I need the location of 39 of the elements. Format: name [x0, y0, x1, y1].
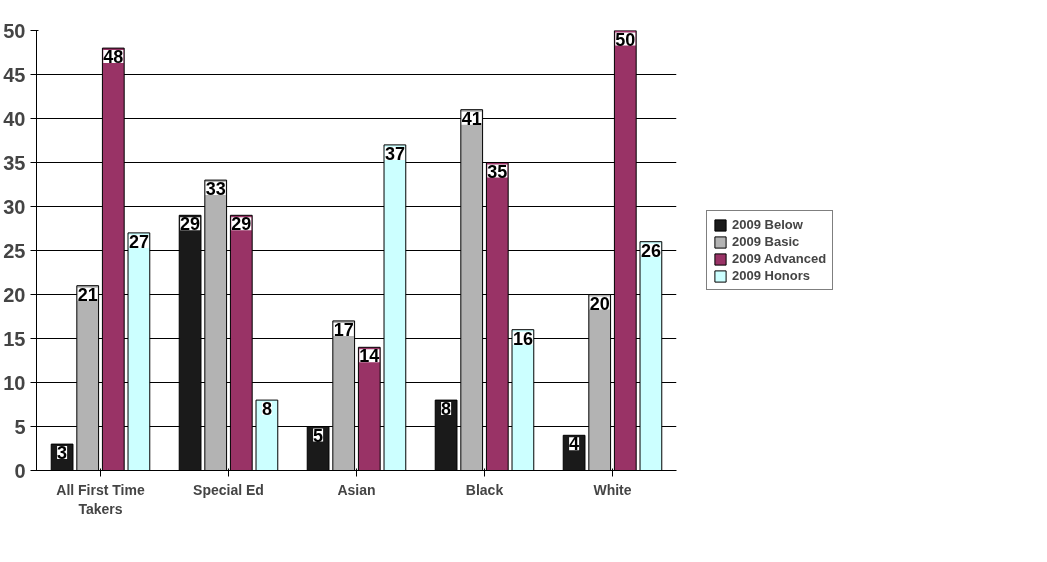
y-tick-label: 5: [14, 415, 26, 438]
data-label: 27: [128, 231, 149, 252]
data-label: 33: [205, 179, 226, 200]
x-tick-label: Special Ed: [193, 481, 264, 498]
y-tick-label: 15: [3, 327, 26, 350]
data-label: 8: [441, 399, 452, 420]
data-label: 21: [77, 284, 98, 305]
y-tick-label: 50: [3, 19, 26, 42]
data-label: 16: [512, 328, 533, 349]
x-tick-label: Asian: [337, 481, 376, 498]
data-label: 17: [333, 319, 354, 340]
legend-label: 2009 Honors: [732, 268, 811, 283]
x-tick-label: Black: [465, 481, 504, 498]
y-tick-label: 10: [3, 371, 26, 394]
data-label: 3: [57, 443, 68, 464]
data-label: 4: [569, 434, 580, 455]
data-label: 8: [261, 399, 272, 420]
x-tick-label: White: [593, 481, 632, 498]
y-tick-label: 40: [3, 107, 26, 130]
data-label: 41: [461, 108, 482, 129]
legend-label: 2009 Basic: [732, 234, 800, 249]
data-label: 35: [487, 161, 508, 182]
data-label: 20: [589, 293, 610, 314]
y-tick-label: 30: [3, 195, 26, 218]
data-label: 29: [231, 214, 252, 235]
data-label: 5: [313, 425, 324, 446]
data-label: 26: [640, 240, 661, 261]
y-tick-label: 35: [3, 151, 26, 174]
y-tick-label: 45: [3, 63, 26, 86]
y-tick-label: 20: [3, 283, 26, 306]
legend-label: 2009 Advanced: [732, 251, 827, 266]
data-label: 37: [384, 143, 405, 164]
y-tick-label: 25: [3, 239, 26, 262]
data-label: 50: [615, 29, 636, 50]
x-tick-label: All First Time Takers: [56, 481, 145, 517]
y-tick-label: 0: [14, 459, 26, 482]
data-label: 48: [103, 47, 124, 68]
data-label: 29: [180, 214, 201, 235]
legend-label: 2009 Below: [732, 217, 803, 232]
